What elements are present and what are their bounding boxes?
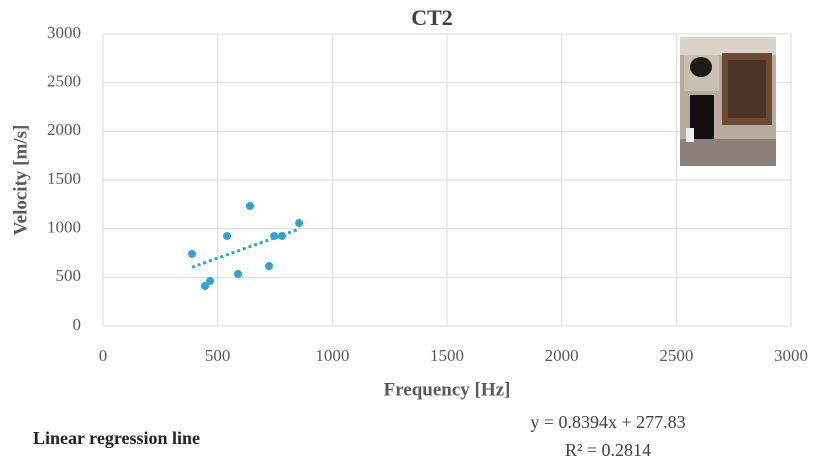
data-point [223,231,232,240]
data-point [295,219,304,228]
x-tick-label: 500 [205,346,231,365]
inset-photo [680,37,776,166]
x-tick-label: 1000 [315,346,349,365]
data-point [270,231,279,240]
data-point [278,231,287,240]
trendline-label: Linear regression line [33,428,200,448]
y-tick-label: 3000 [47,23,81,42]
chart-title: CT2 [411,5,453,30]
y-tick-label: 500 [56,266,82,285]
x-tick-label: 3000 [774,346,808,365]
y-tick-label: 0 [73,315,82,334]
y-tick-label: 1500 [47,169,81,188]
data-point [246,201,255,210]
y-tick-label: 1000 [47,218,81,237]
x-tick-label: 2500 [659,346,693,365]
data-point [206,277,215,286]
x-tick-label: 2000 [545,346,579,365]
x-tick-label: 0 [99,346,108,365]
trendline-equation: y = 0.8394x + 277.83 [530,412,685,432]
data-point [234,270,243,279]
x-tick-label: 1500 [430,346,464,365]
x-axis-label: Frequency [Hz] [384,379,511,400]
data-point [201,281,210,290]
trendline [191,227,300,269]
y-tick-label: 2500 [47,72,81,91]
y-axis-label: Velocity [m/s] [10,125,31,236]
data-point [187,249,196,258]
r-squared: R² = 0.2814 [565,440,651,460]
data-point [265,262,274,271]
y-tick-label: 2000 [47,120,81,139]
